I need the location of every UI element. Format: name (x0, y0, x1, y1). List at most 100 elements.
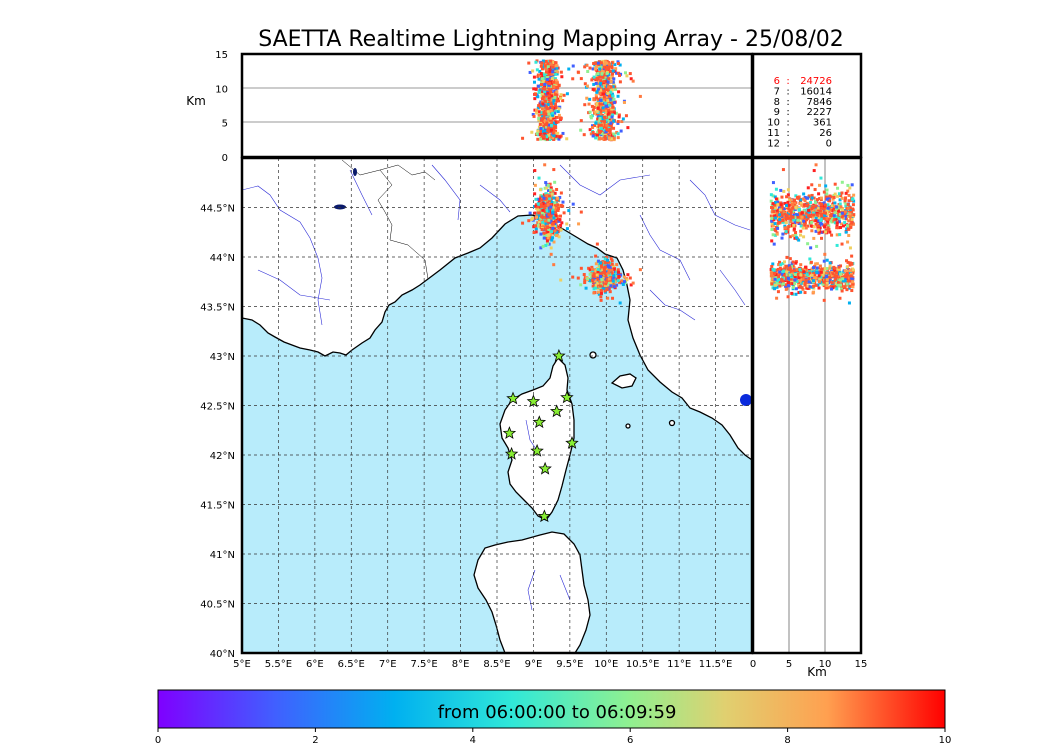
lightning-point (629, 283, 633, 287)
lightning-point-altitude-lat (847, 193, 851, 197)
sardinia-island (473, 531, 591, 653)
lightning-point (551, 224, 555, 228)
lightning-point-altitude-lat (774, 283, 778, 287)
lightning-point-altitude (596, 72, 600, 76)
lightning-point (612, 264, 616, 268)
lightning-point-altitude-lat (837, 220, 841, 224)
lightning-point-altitude (571, 64, 575, 68)
lightning-point-altitude (605, 65, 609, 69)
lightning-point-altitude-lat (849, 277, 853, 281)
lightning-point-altitude (579, 119, 583, 123)
lightning-point-altitude (565, 137, 569, 141)
lightning-point-altitude-lat (797, 276, 801, 280)
lightning-point-altitude-lat (835, 279, 839, 283)
lightning-point-altitude-lat (825, 217, 829, 221)
lightning-point-altitude-lat (816, 226, 820, 230)
lightning-point (617, 270, 621, 274)
lightning-point-altitude-lat (822, 201, 826, 205)
lightning-point-altitude-lat (793, 269, 797, 273)
lightning-point-altitude (543, 118, 547, 122)
longitude-tick: 11°E (667, 659, 691, 670)
lightning-point (582, 273, 586, 277)
lightning-point-altitude-lat (802, 209, 806, 213)
lightning-point-altitude (621, 117, 625, 121)
lightning-point-altitude (601, 117, 605, 121)
lightning-point-altitude (540, 81, 544, 85)
station-marker (538, 461, 552, 475)
lightning-point-altitude (547, 87, 551, 91)
lightning-point-altitude-lat (805, 211, 809, 215)
lightning-point (544, 192, 548, 196)
lightning-point (609, 257, 613, 261)
lightning-point-altitude (543, 73, 547, 77)
lightning-point (531, 216, 535, 220)
lightning-point (550, 192, 554, 196)
lightning-point-altitude-lat (785, 216, 789, 220)
lightning-point-altitude-lat (848, 207, 852, 211)
lightning-point-altitude (602, 125, 606, 129)
lightning-point-altitude (559, 70, 563, 74)
source-count: 2227 (807, 107, 832, 118)
lightning-point-altitude (593, 61, 597, 65)
lightning-point-altitude (596, 130, 600, 134)
lightning-point-altitude (535, 111, 539, 115)
altitude-y-ticks: 0 5 10 15 (215, 50, 228, 164)
lightning-point-altitude-lat (851, 208, 855, 212)
lightning-point (608, 273, 612, 277)
lightning-point (546, 220, 550, 224)
lightning-point-altitude-lat (849, 210, 853, 214)
lightning-point-altitude-lat (810, 215, 814, 219)
lightning-point-altitude (552, 99, 556, 103)
longitude-tick: 9°E (525, 659, 543, 670)
colorbar-tick-label: 10 (939, 735, 952, 746)
lightning-point (552, 263, 556, 267)
lightning-point-altitude (538, 102, 542, 106)
lightning-point-altitude (599, 79, 603, 83)
lightning-point (555, 198, 559, 202)
lightning-point-altitude (543, 61, 547, 65)
lightning-point (615, 263, 619, 267)
separator: : (786, 107, 789, 118)
lightning-point-altitude (542, 116, 546, 120)
lightning-point-altitude-lat (843, 216, 847, 220)
lightning-point-altitude (596, 114, 600, 118)
lightning-point (599, 274, 603, 278)
lightning-point (546, 201, 550, 205)
lightning-point (548, 235, 552, 239)
river (649, 289, 696, 321)
lightning-point (555, 187, 559, 191)
lightning-point-altitude-lat (789, 218, 793, 222)
lightning-point-altitude-lat (814, 208, 818, 212)
lightning-point-altitude (534, 92, 538, 96)
lightning-point (559, 278, 563, 282)
lightning-point-altitude-lat (792, 227, 796, 231)
lightning-point-altitude (614, 111, 618, 115)
lightning-point (612, 285, 616, 289)
lightning-point (544, 181, 548, 185)
lightning-point-altitude-lat (825, 188, 829, 192)
lightning-point-altitude (554, 84, 558, 88)
lightning-point-altitude (557, 99, 561, 103)
lightning-point-altitude-lat (769, 199, 773, 203)
lightning-point-altitude (600, 72, 604, 76)
lightning-point (614, 274, 618, 278)
lightning-point-altitude-lat (796, 215, 800, 219)
lightning-point-altitude (608, 103, 612, 107)
lightning-point-altitude (609, 137, 613, 141)
lightning-point (607, 277, 611, 281)
lightning-point (543, 207, 547, 211)
lightning-point-altitude-lat (838, 278, 842, 282)
lightning-point-altitude (601, 92, 605, 96)
lightning-point-altitude-lat (807, 277, 811, 281)
station-count-row: 11: 26 (767, 128, 832, 139)
lightning-point-altitude (587, 102, 591, 106)
lightning-point-altitude (549, 90, 553, 94)
river (719, 269, 746, 306)
lightning-point-altitude (542, 122, 546, 126)
lightning-point-altitude-lat (777, 263, 781, 267)
lightning-point-altitude (603, 123, 607, 127)
lightning-point-altitude-lat (783, 267, 787, 271)
lightning-point-altitude (613, 85, 617, 89)
lightning-point-altitude-lat (806, 224, 810, 228)
lightning-point-altitude-lat (830, 281, 834, 285)
